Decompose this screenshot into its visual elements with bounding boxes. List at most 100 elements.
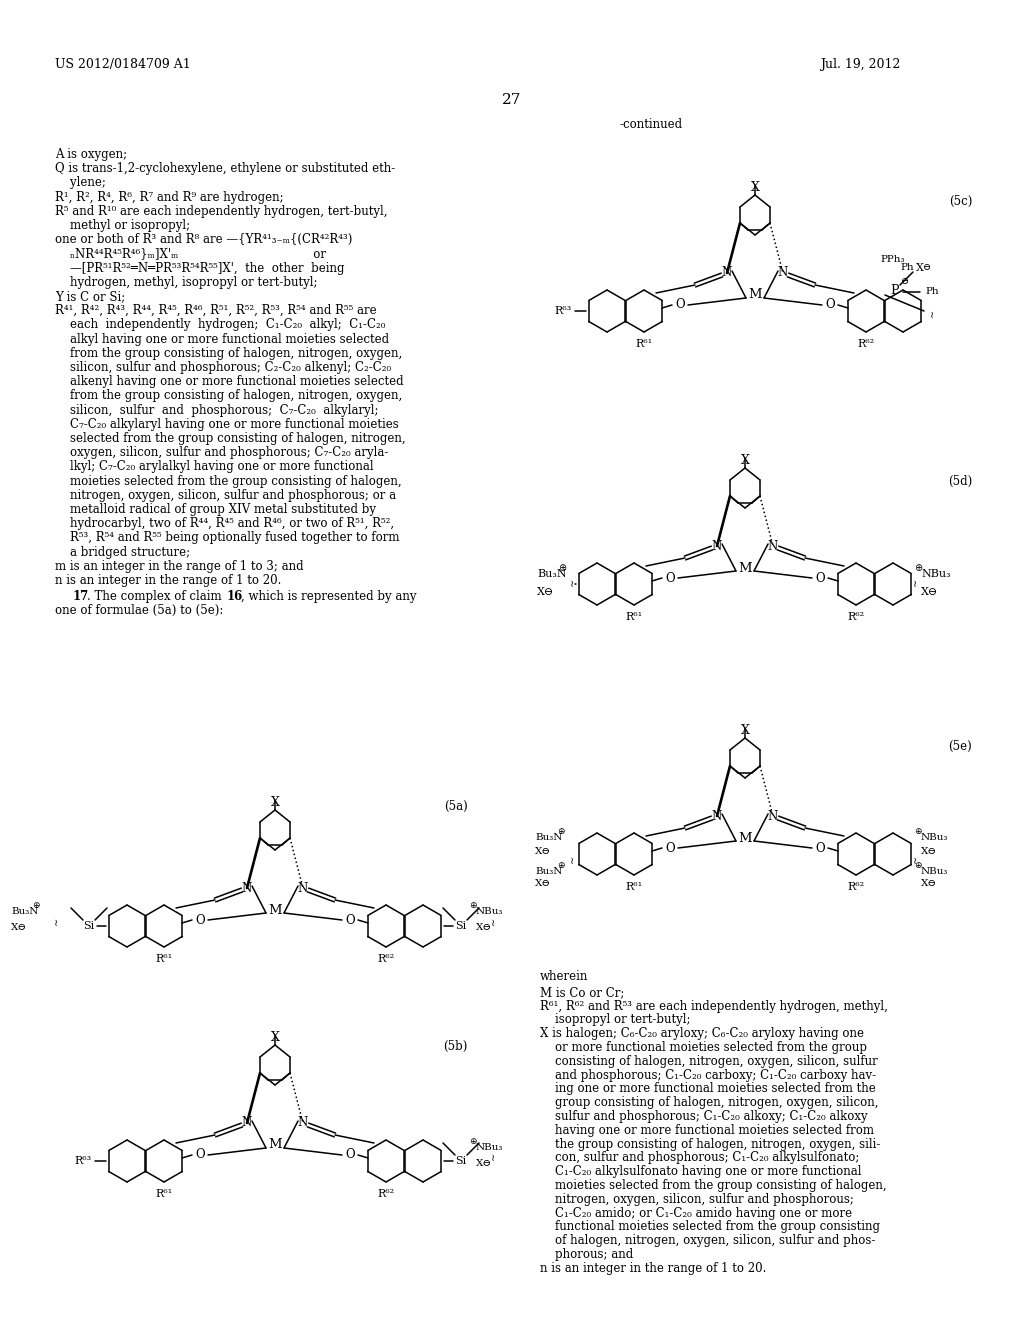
Text: moieties selected from the group consisting of halogen,: moieties selected from the group consist…	[55, 475, 401, 487]
Text: R⁶³: R⁶³	[555, 306, 572, 315]
Text: M: M	[738, 832, 752, 845]
Text: ⊖: ⊖	[923, 264, 931, 272]
Text: M: M	[268, 1138, 282, 1151]
Text: M: M	[749, 289, 762, 301]
Text: R⁶²: R⁶²	[378, 954, 394, 964]
Text: n is an integer in the range of 1 to 20.: n is an integer in the range of 1 to 20.	[55, 574, 282, 587]
Text: Q is trans-1,2-cyclohexylene, ethylene or substituted eth-: Q is trans-1,2-cyclohexylene, ethylene o…	[55, 162, 395, 176]
Text: R⁵ and R¹⁰ are each independently hydrogen, tert-butyl,: R⁵ and R¹⁰ are each independently hydrog…	[55, 205, 387, 218]
Text: ∼: ∼	[927, 309, 937, 317]
Text: ing one or more functional moieties selected from the: ing one or more functional moieties sele…	[540, 1082, 876, 1096]
Text: n is an integer in the range of 1 to 20.: n is an integer in the range of 1 to 20.	[540, 1262, 766, 1275]
Text: ∼: ∼	[910, 855, 920, 863]
Text: M is Co or Cr;: M is Co or Cr;	[540, 986, 625, 999]
Text: one of formulae (5a) to (5e):: one of formulae (5a) to (5e):	[55, 605, 223, 618]
Text: A is oxygen;: A is oxygen;	[55, 148, 127, 161]
Text: ∼: ∼	[488, 1152, 498, 1160]
Text: O: O	[825, 298, 835, 312]
Text: Si: Si	[83, 921, 94, 931]
Text: (5c): (5c)	[948, 195, 972, 209]
Text: of halogen, nitrogen, oxygen, silicon, sulfur and phos-: of halogen, nitrogen, oxygen, silicon, s…	[540, 1234, 876, 1247]
Text: having one or more functional moieties selected from: having one or more functional moieties s…	[540, 1123, 874, 1137]
Text: ⊕: ⊕	[914, 862, 922, 870]
Text: O: O	[345, 913, 354, 927]
Text: X⊖: X⊖	[921, 846, 937, 855]
Text: phorous; and: phorous; and	[540, 1247, 633, 1261]
Text: US 2012/0184709 A1: US 2012/0184709 A1	[55, 58, 190, 71]
Text: X: X	[270, 796, 280, 809]
Text: (5a): (5a)	[444, 800, 468, 813]
Text: from the group consisting of halogen, nitrogen, oxygen,: from the group consisting of halogen, ni…	[55, 347, 402, 360]
Text: N: N	[712, 540, 722, 553]
Text: X⊖: X⊖	[476, 1159, 493, 1167]
Text: M: M	[738, 561, 752, 574]
Text: N: N	[242, 882, 252, 895]
Text: NBu₃: NBu₃	[921, 867, 948, 876]
Text: Bu₃N: Bu₃N	[535, 833, 562, 842]
Text: nitrogen, oxygen, silicon, sulfur and phosphorous;: nitrogen, oxygen, silicon, sulfur and ph…	[540, 1193, 854, 1205]
Text: alkenyl having one or more functional moieties selected: alkenyl having one or more functional mo…	[55, 375, 403, 388]
Text: N: N	[722, 267, 732, 280]
Text: sulfur and phosphorous; C₁-C₂₀ alkoxy; C₁-C₂₀ alkoxy: sulfur and phosphorous; C₁-C₂₀ alkoxy; C…	[540, 1110, 867, 1123]
Text: O: O	[666, 572, 675, 585]
Text: X⊖: X⊖	[476, 924, 493, 932]
Text: a bridged structure;: a bridged structure;	[55, 545, 190, 558]
Text: —[PR⁵¹R⁵²═N═PR⁵³R⁵⁴R⁵⁵]X',  the  other  being: —[PR⁵¹R⁵²═N═PR⁵³R⁵⁴R⁵⁵]X', the other bei…	[55, 261, 344, 275]
Text: X: X	[740, 723, 750, 737]
Text: ⊕: ⊕	[32, 902, 40, 911]
Text: moieties selected from the group consisting of halogen,: moieties selected from the group consist…	[540, 1179, 887, 1192]
Text: X⊖: X⊖	[11, 924, 27, 932]
Text: C₁-C₂₀ alkylsulfonato having one or more functional: C₁-C₂₀ alkylsulfonato having one or more…	[540, 1166, 861, 1179]
Text: X is halogen; C₆-C₂₀ aryloxy; C₆-C₂₀ aryloxy having one: X is halogen; C₆-C₂₀ aryloxy; C₆-C₂₀ ary…	[540, 1027, 864, 1040]
Text: 16: 16	[227, 590, 244, 603]
Text: Bu₃N: Bu₃N	[537, 569, 566, 579]
Text: silicon,  sulfur  and  phosphorous;  C₇-C₂₀  alkylaryl;: silicon, sulfur and phosphorous; C₇-C₂₀ …	[55, 404, 379, 417]
Text: consisting of halogen, nitrogen, oxygen, silicon, sulfur: consisting of halogen, nitrogen, oxygen,…	[540, 1055, 878, 1068]
Text: R⁶¹: R⁶¹	[626, 882, 643, 892]
Text: N: N	[298, 1117, 308, 1130]
Text: hydrogen, methyl, isopropyl or tert-butyl;: hydrogen, methyl, isopropyl or tert-buty…	[55, 276, 317, 289]
Text: oxygen, silicon, sulfur and phosphorous; C₇-C₂₀ aryla-: oxygen, silicon, sulfur and phosphorous;…	[55, 446, 388, 459]
Text: C₁-C₂₀ amido; or C₁-C₂₀ amido having one or more: C₁-C₂₀ amido; or C₁-C₂₀ amido having one…	[540, 1206, 852, 1220]
Text: one or both of R³ and R⁸ are —{YR⁴¹₃₋ₘ{(CR⁴²R⁴³): one or both of R³ and R⁸ are —{YR⁴¹₃₋ₘ{(…	[55, 234, 352, 247]
Text: R⁶¹: R⁶¹	[156, 1189, 173, 1199]
Text: (5e): (5e)	[948, 741, 972, 752]
Text: , which is represented by any: , which is represented by any	[241, 590, 417, 603]
Text: functional moieties selected from the group consisting: functional moieties selected from the gr…	[540, 1221, 880, 1233]
Text: R⁶²: R⁶²	[378, 1189, 394, 1199]
Text: methyl or isopropyl;: methyl or isopropyl;	[55, 219, 190, 232]
Text: hydrocarbyl, two of R⁴⁴, R⁴⁵ and R⁴⁶, or two of R⁵¹, R⁵²,: hydrocarbyl, two of R⁴⁴, R⁴⁵ and R⁴⁶, or…	[55, 517, 394, 531]
Text: nitrogen, oxygen, silicon, sulfur and phosphorous; or a: nitrogen, oxygen, silicon, sulfur and ph…	[55, 488, 396, 502]
Text: P: P	[891, 284, 899, 297]
Text: (5d): (5d)	[948, 475, 972, 488]
Text: X⊖: X⊖	[921, 879, 937, 888]
Text: ⊕: ⊕	[469, 902, 477, 911]
Text: R¹, R², R⁴, R⁶, R⁷ and R⁹ are hydrogen;: R¹, R², R⁴, R⁶, R⁷ and R⁹ are hydrogen;	[55, 190, 284, 203]
Text: X⊖: X⊖	[537, 587, 554, 597]
Text: NBu₃: NBu₃	[476, 908, 504, 916]
Text: O: O	[815, 572, 824, 585]
Text: X⊖: X⊖	[535, 879, 551, 888]
Text: ⊕: ⊕	[914, 564, 922, 573]
Text: N: N	[778, 267, 788, 280]
Text: O: O	[675, 298, 685, 312]
Text: R⁶²: R⁶²	[857, 339, 874, 348]
Text: R⁵³, R⁵⁴ and R⁵⁵ being optionally fused together to form: R⁵³, R⁵⁴ and R⁵⁵ being optionally fused …	[55, 532, 399, 544]
Text: silicon, sulfur and phosphorous; C₂-C₂₀ alkenyl; C₂-C₂₀: silicon, sulfur and phosphorous; C₂-C₂₀ …	[55, 360, 391, 374]
Text: ⊕: ⊕	[557, 862, 565, 870]
Text: alkyl having one or more functional moieties selected: alkyl having one or more functional moie…	[55, 333, 389, 346]
Text: ∼: ∼	[488, 917, 498, 925]
Text: O: O	[196, 913, 205, 927]
Text: O: O	[345, 1148, 354, 1162]
Text: wherein: wherein	[540, 970, 589, 983]
Text: R⁴¹, R⁴², R⁴³, R⁴⁴, R⁴⁵, R⁴⁶, R⁵¹, R⁵², R⁵³, R⁵⁴ and R⁵⁵ are: R⁴¹, R⁴², R⁴³, R⁴⁴, R⁴⁵, R⁴⁶, R⁵¹, R⁵², …	[55, 304, 377, 317]
Text: ∼: ∼	[567, 855, 577, 863]
Text: selected from the group consisting of halogen, nitrogen,: selected from the group consisting of ha…	[55, 432, 406, 445]
Text: or more functional moieties selected from the group: or more functional moieties selected fro…	[540, 1041, 867, 1053]
Text: N: N	[768, 809, 778, 822]
Text: R⁶²: R⁶²	[848, 612, 864, 622]
Text: the group consisting of halogen, nitrogen, oxygen, sili-: the group consisting of halogen, nitroge…	[540, 1138, 881, 1151]
Text: . The complex of claim: . The complex of claim	[87, 590, 225, 603]
Text: ⊖: ⊖	[901, 277, 909, 286]
Text: Si: Si	[456, 921, 467, 931]
